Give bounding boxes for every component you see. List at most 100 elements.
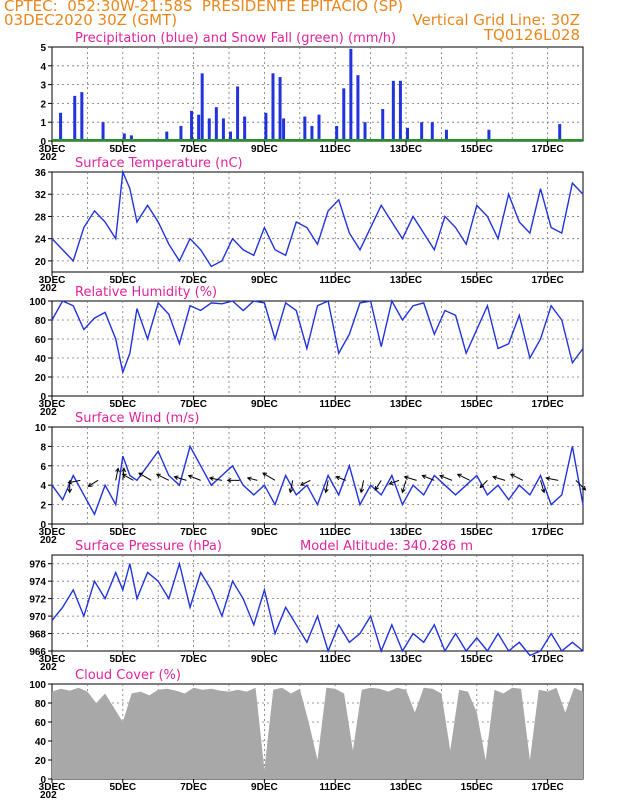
y-tick-label: 60	[35, 335, 47, 346]
x-tick-label: 3DEC	[39, 782, 66, 793]
y-tick-label: 4	[40, 62, 46, 73]
wind-arrow	[575, 479, 586, 491]
wind-arrow	[389, 479, 400, 485]
wind-arrowhead	[226, 477, 232, 483]
x-tick-label: 3DEC	[39, 399, 66, 410]
wind-arrow	[174, 476, 187, 481]
precip-bar	[558, 124, 562, 141]
precip-bar	[406, 127, 409, 141]
y-tick-label: 6	[40, 462, 46, 473]
wind-arrowhead	[246, 476, 252, 482]
wind-arrowhead	[67, 479, 73, 485]
y-tick-label: 80	[35, 699, 47, 710]
wind-arrowhead	[540, 488, 546, 494]
precip-bar	[221, 118, 225, 141]
x-tick-label: 9DEC	[251, 399, 278, 410]
series-line	[51, 444, 584, 516]
wind-arrow	[122, 473, 134, 481]
wind-arrow	[325, 480, 329, 493]
x-tick-label: 3DEC	[39, 275, 66, 286]
header-model-id: TQ0126L028	[483, 26, 580, 44]
wind-arrow	[540, 480, 545, 493]
series-line	[51, 299, 584, 375]
panel-title: Relative Humidity (%)	[75, 285, 217, 300]
y-tick-label: 972	[29, 595, 46, 606]
x-tick-label: 7DEC	[180, 399, 207, 410]
x-tick-label: 13DEC	[390, 275, 422, 286]
y-tick-label: 24	[35, 235, 47, 246]
x-year-fragment: 202	[40, 407, 57, 418]
cloud-area	[52, 687, 583, 779]
precip-bar	[80, 92, 84, 141]
y-tick-label: 40	[35, 354, 47, 365]
x-tick-label: 11DEC	[319, 399, 351, 410]
y-tick-label: 80	[35, 316, 47, 327]
precip-bar	[349, 48, 353, 141]
y-tick-label: 8	[40, 442, 46, 453]
panel-frame	[51, 554, 584, 652]
wind-arrow	[300, 479, 311, 486]
y-tick-label: 976	[29, 560, 46, 571]
precip-bar	[310, 125, 314, 141]
x-tick-label: 3DEC	[39, 527, 66, 538]
panel-frame	[51, 171, 584, 273]
y-tick-label: 0	[40, 775, 46, 786]
x-tick-label: 9DEC	[251, 527, 278, 538]
y-tick-label: 20	[35, 756, 47, 767]
wind-arrowhead	[421, 474, 427, 479]
wind-arrowhead	[456, 473, 462, 478]
x-tick-label: 17DEC	[531, 782, 563, 793]
y-tick-label: 60	[35, 718, 47, 729]
precip-bar	[59, 112, 63, 141]
y-tick-label: 2	[40, 501, 46, 512]
x-tick-label: 11DEC	[319, 275, 351, 286]
precip-bar	[420, 122, 424, 141]
precip-bar	[335, 125, 339, 141]
wind-arrow	[262, 472, 276, 481]
header-station: CPTEC: 052:30W-21:58S PRESIDENTE EPITACI…	[4, 0, 404, 15]
wind-arrowhead	[401, 488, 406, 494]
wind-arrow	[439, 475, 453, 481]
x-tick-label: 9DEC	[251, 782, 278, 793]
panel-title: Surface Pressure (hPa)	[75, 539, 222, 554]
precip-bar	[391, 80, 395, 141]
wind-arrowhead	[288, 488, 294, 494]
precip-bar	[303, 116, 307, 141]
x-tick-label: 7DEC	[180, 782, 207, 793]
precip-bar	[363, 122, 367, 141]
x-tick-label: 17DEC	[531, 527, 563, 538]
wind-arrowhead	[388, 480, 394, 486]
panel-subtitle: Model Altitude: 340.286 m	[300, 539, 473, 554]
y-tick-label: 974	[29, 577, 46, 588]
wind-arrowhead	[115, 467, 120, 473]
x-tick-label: 7DEC	[180, 275, 207, 286]
panel-frame	[51, 426, 584, 525]
x-tick-label: 15DEC	[461, 399, 493, 410]
x-tick-label: 5DEC	[109, 782, 136, 793]
panel-title: Cloud Cover (%)	[75, 668, 181, 683]
panel-title: Precipitation (blue) and Snow Fall (gree…	[75, 31, 396, 46]
precip-bar	[430, 122, 434, 141]
precip-bar	[129, 135, 133, 141]
y-tick-label: 966	[29, 647, 46, 658]
wind-arrowhead	[509, 473, 515, 478]
x-tick-label: 7DEC	[180, 144, 207, 155]
x-tick-label: 15DEC	[461, 654, 493, 665]
precip-bar	[197, 114, 201, 141]
y-tick-label: 100	[29, 680, 46, 691]
x-tick-label: 9DEC	[251, 144, 278, 155]
x-tick-label: 5DEC	[109, 144, 136, 155]
wind-arrowhead	[173, 475, 179, 480]
y-tick-label: 3	[40, 81, 46, 92]
y-tick-label: 0	[40, 392, 46, 403]
x-tick-label: 13DEC	[390, 144, 422, 155]
x-year-fragment: 202	[40, 662, 57, 673]
precip-bar	[207, 118, 211, 141]
precip-bar	[73, 95, 77, 141]
wind-arrowhead	[67, 488, 73, 494]
x-tick-label: 5DEC	[109, 654, 136, 665]
y-tick-label: 32	[35, 190, 47, 201]
x-tick-label: 17DEC	[531, 144, 563, 155]
wind-arrow	[401, 480, 407, 493]
